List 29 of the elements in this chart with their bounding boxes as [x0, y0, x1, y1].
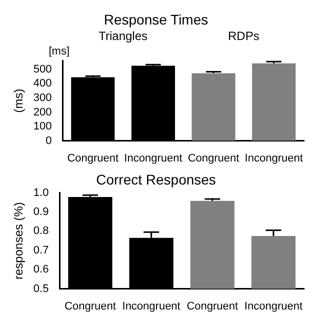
y-tick-label: 0.8: [33, 225, 49, 238]
x-tick-label: Congruent: [186, 300, 238, 312]
y-tick-label: 0.7: [33, 244, 49, 256]
x-tick-label: Incongruent: [244, 152, 303, 164]
x-tick-label: Incongruent: [122, 300, 180, 312]
y-axis-title: (ms): [12, 88, 26, 113]
y-tick-label: 0.9: [33, 206, 49, 218]
y-tick-label: 0: [46, 134, 52, 147]
y-tick-label: 400: [33, 78, 52, 90]
bar: [252, 63, 296, 141]
y-tick-label: 200: [33, 106, 52, 118]
x-tick-label: Incongruent: [124, 152, 182, 164]
y-tick-label: 300: [33, 92, 52, 104]
chart-title: Correct Responses: [96, 171, 216, 188]
y-tick-label: 100: [33, 120, 52, 133]
y-axis-title: responses (%): [12, 202, 26, 280]
chart-title: Response Times: [104, 11, 208, 28]
bar: [192, 73, 236, 141]
x-tick-label: Incongruent: [244, 300, 303, 312]
y-tick-label: 1.0: [33, 186, 49, 199]
text: Triangles: [98, 29, 148, 44]
y-tick-label: 0.6: [33, 264, 49, 276]
x-tick-label: Congruent: [64, 300, 116, 312]
text: [ms]: [48, 45, 70, 58]
x-tick-label: Congruent: [188, 152, 240, 164]
y-tick-label: 500: [33, 63, 52, 76]
y-tick-label: 0.5: [33, 282, 49, 295]
text: RDPs: [228, 29, 260, 44]
x-tick-label: Congruent: [67, 152, 119, 164]
